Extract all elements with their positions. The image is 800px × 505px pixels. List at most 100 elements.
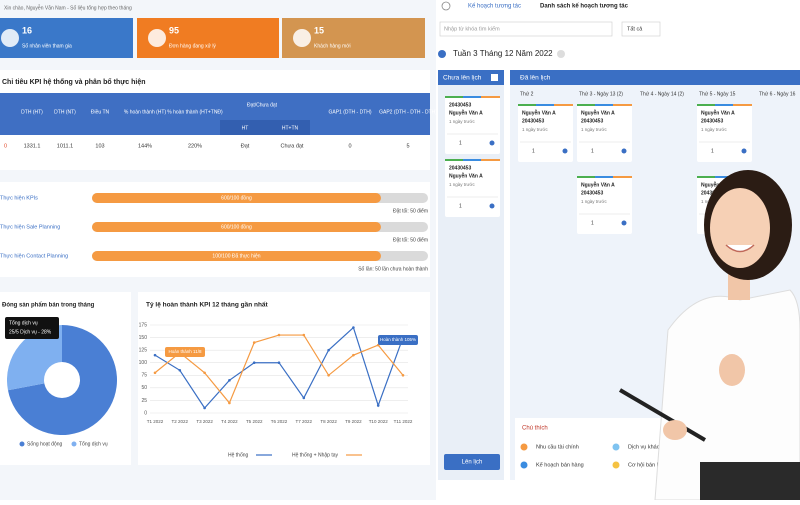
card-stripe [577, 176, 595, 178]
card-code: Nguyễn Văn A [522, 109, 556, 116]
line-point [252, 341, 256, 344]
schedule-button[interactable] [444, 454, 500, 470]
line-point [376, 404, 380, 407]
line-point [352, 326, 355, 329]
table-cell: 5 [406, 143, 409, 149]
search-box[interactable] [439, 21, 613, 37]
line-point [401, 373, 405, 377]
smile [725, 244, 755, 253]
y-tick-label: 0 [144, 410, 147, 416]
progress-label: Thực hiện Sale Planning [0, 224, 60, 230]
legend-title: Chú thích [522, 426, 548, 432]
card-name: 20430453 [581, 118, 603, 124]
card-time: 1 ngày trước [449, 119, 475, 124]
card-count: 1 [532, 148, 535, 154]
nav-prev[interactable] [438, 50, 446, 58]
card-count: 1 [459, 203, 462, 209]
tooltip [5, 317, 59, 339]
card-code: 20430453 [449, 165, 471, 171]
line-point [203, 406, 206, 410]
table-header-cell: % hoàn thành (HT+TNĐ) [167, 109, 223, 115]
legend-label: Tổng dịch vụ [79, 440, 108, 447]
table-header-cell: Điều TN [91, 109, 110, 115]
card-code: Nguyễn Văn A [701, 109, 735, 116]
card-code: Nguyễn Văn A [581, 109, 615, 116]
call-icon [489, 140, 495, 146]
legend-swatch [19, 441, 25, 447]
line-point [302, 333, 306, 337]
plan-card[interactable] [445, 96, 500, 154]
subheader-row [220, 120, 310, 135]
header-text: Xin chào, Nguyễn Văn Nam - Số liệu tổng … [4, 4, 132, 11]
table-cell: 0 [4, 143, 7, 149]
line-point [153, 353, 157, 357]
stat-label: Số nhân viên tham gia [22, 43, 72, 49]
checkbox[interactable] [491, 74, 498, 81]
search-placeholder: Nhập từ khóa tìm kiếm [444, 26, 500, 32]
x-tick-label: T3 2022 [196, 419, 213, 424]
card-stripe [536, 104, 554, 106]
plan-card[interactable] [577, 104, 632, 162]
nav-next[interactable] [557, 50, 565, 58]
line-point [327, 373, 330, 377]
table-cell: Chưa đạt [281, 143, 304, 149]
legend-swatch [612, 461, 620, 469]
x-tick-label: T10 2022 [369, 419, 389, 424]
line-point [252, 361, 256, 365]
x-tick-label: T8 2022 [320, 419, 337, 424]
column-title: Đã lên lịch [520, 75, 551, 82]
card-stripe [595, 104, 613, 106]
face [710, 188, 770, 268]
stat-icon [148, 29, 166, 47]
y-tick-label: 100 [139, 360, 148, 366]
card-stripe [697, 104, 715, 106]
annotation: Hoàn thành 105% [380, 337, 416, 342]
card-stripe [481, 159, 500, 161]
legend-label: Hệ thống [228, 452, 249, 458]
legend-swatch [612, 443, 620, 451]
progress-fill [92, 251, 381, 261]
line-point [203, 371, 206, 375]
legend-swatch [71, 441, 77, 447]
progress-fill [92, 193, 381, 203]
table-cell: 220% [188, 143, 202, 149]
line-point [277, 361, 281, 365]
hand [719, 354, 745, 386]
table-cell: 103 [95, 143, 104, 149]
plan-card[interactable] [697, 104, 752, 162]
table-header [0, 93, 430, 135]
card-time: 1 ngày trước [449, 182, 475, 187]
card-code: Nguyễn Văn A [581, 181, 615, 188]
progress-target: Đặt tối: 50 điểm [393, 207, 428, 214]
call-icon [621, 148, 627, 154]
x-tick-label: T5 2022 [246, 419, 263, 424]
plan-card[interactable] [445, 159, 500, 217]
plan-card[interactable] [518, 104, 573, 162]
annotation: Hoàn thành 11/8 [169, 349, 202, 354]
y-tick-label: 125 [139, 347, 148, 353]
line-panel [138, 292, 430, 465]
line-point [302, 396, 306, 400]
progress-target: Đặt tối: 50 điểm [393, 236, 428, 243]
progress-text: 600/100 đồng [221, 224, 252, 230]
y-tick-label: 50 [141, 385, 147, 391]
plan-card[interactable] [577, 176, 632, 234]
x-tick-label: T11 2022 [394, 419, 413, 424]
table-subheader: HT [242, 125, 249, 131]
filter-select[interactable] [621, 21, 661, 37]
y-tick-label: 175 [139, 322, 148, 328]
stat-label: Đơn hàng đang xử lý [169, 42, 216, 49]
progress-label: Thực hiện KPIs [0, 195, 38, 201]
y-tick-label: 75 [141, 373, 147, 379]
hand [663, 420, 687, 440]
line-point [277, 333, 281, 337]
table-header-cell: GAP2 (DTH - DTH - DTH) [379, 109, 437, 115]
call-icon [489, 203, 495, 209]
day-label: Thứ 3 - Ngày 13 (2) [579, 91, 623, 97]
y-tick-label: 150 [139, 335, 148, 341]
table-header-cell: DTH (NT) [54, 109, 76, 115]
card-stripe [613, 104, 632, 106]
x-tick-label: T4 2022 [221, 419, 238, 424]
card-name: 20430453 [522, 118, 544, 124]
